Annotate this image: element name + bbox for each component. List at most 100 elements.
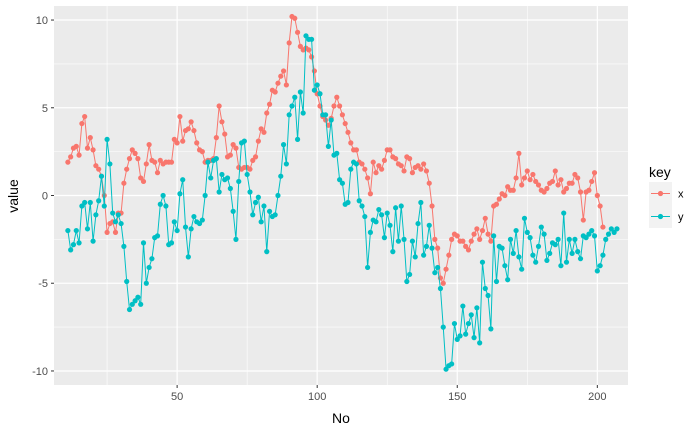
- data-point-x: [152, 159, 158, 165]
- data-point-x: [418, 166, 424, 172]
- data-point-x: [429, 203, 435, 209]
- data-point-y: [443, 366, 449, 372]
- data-point-y: [353, 161, 360, 167]
- data-point-x: [334, 94, 340, 100]
- legend-label: y: [678, 212, 684, 224]
- data-point-x: [370, 159, 376, 165]
- data-point-x: [362, 166, 368, 172]
- data-point-y: [244, 171, 250, 178]
- data-point-x: [367, 191, 374, 197]
- data-point-x: [297, 43, 303, 49]
- x-tick-label: 200: [588, 391, 606, 403]
- x-tick-label: 150: [448, 391, 466, 403]
- data-point-x: [138, 175, 144, 181]
- data-point-y: [569, 250, 575, 256]
- y-tick-label: 5: [42, 103, 48, 115]
- data-point-x: [311, 68, 317, 74]
- data-point-x: [477, 236, 483, 242]
- data-point-y: [594, 268, 600, 274]
- data-point-y: [558, 263, 564, 269]
- data-point-y: [502, 263, 508, 269]
- data-point-x: [93, 163, 99, 169]
- data-point-x: [449, 236, 455, 242]
- data-point-x: [513, 175, 519, 181]
- data-point-x: [379, 166, 385, 172]
- data-point-x: [342, 120, 348, 127]
- data-point-y: [516, 254, 522, 260]
- data-point-x: [76, 152, 82, 158]
- data-point-y: [328, 117, 334, 123]
- legend-item-y: y: [649, 205, 684, 228]
- data-point-y: [188, 226, 194, 232]
- data-point-x: [533, 178, 539, 185]
- data-point-y: [577, 256, 584, 262]
- data-point-x: [132, 150, 138, 156]
- data-point-x: [460, 238, 466, 244]
- data-point-x: [463, 243, 469, 249]
- y-tick-label: -10: [32, 366, 48, 378]
- data-point-y: [381, 235, 388, 241]
- data-point-y: [300, 110, 306, 116]
- data-point-y: [325, 143, 331, 149]
- data-point-y: [261, 203, 267, 209]
- data-point-x: [258, 126, 264, 132]
- data-point-y: [379, 212, 385, 218]
- data-point-y: [205, 159, 211, 165]
- data-point-y: [591, 233, 598, 239]
- data-point-y: [213, 156, 219, 162]
- data-point-x: [121, 180, 127, 186]
- data-point-y: [597, 263, 603, 269]
- data-point-y: [535, 243, 542, 249]
- data-point-x: [124, 166, 130, 172]
- data-point-x: [555, 182, 561, 188]
- data-point-y: [143, 280, 149, 286]
- data-point-x: [177, 113, 183, 120]
- data-point-x: [180, 138, 186, 144]
- data-point-y: [196, 220, 203, 227]
- data-point-y: [163, 203, 169, 209]
- data-point-x: [306, 47, 312, 53]
- data-point-y: [311, 87, 317, 93]
- data-point-x: [331, 103, 337, 109]
- data-point-y: [236, 178, 242, 185]
- data-point-y: [401, 236, 407, 242]
- data-point-x: [552, 168, 558, 174]
- data-point-x: [154, 170, 161, 176]
- data-point-x: [541, 189, 547, 195]
- data-point-y: [510, 250, 516, 256]
- data-point-y: [73, 227, 79, 234]
- data-point-y: [157, 201, 163, 207]
- data-point-y: [561, 210, 567, 216]
- data-point-x: [381, 157, 388, 164]
- data-point-x: [266, 101, 273, 107]
- series-y: [65, 33, 620, 372]
- data-point-x: [549, 178, 556, 185]
- data-point-y: [437, 285, 444, 292]
- data-point-x: [454, 233, 460, 239]
- data-point-x: [393, 156, 399, 162]
- data-point-y: [250, 212, 256, 218]
- data-point-y: [521, 215, 528, 221]
- data-point-y: [485, 292, 491, 299]
- data-point-y: [303, 33, 309, 39]
- data-point-x: [247, 166, 253, 172]
- data-point-x: [135, 156, 141, 162]
- data-point-y: [230, 208, 236, 214]
- data-point-x: [524, 168, 530, 174]
- data-point-x: [96, 166, 102, 172]
- data-point-x: [65, 159, 71, 165]
- data-point-y: [432, 270, 438, 276]
- data-point-y: [451, 320, 458, 327]
- data-point-x: [280, 68, 287, 74]
- data-point-x: [79, 120, 85, 127]
- data-point-y: [65, 227, 71, 234]
- data-point-y: [555, 236, 561, 242]
- data-point-y: [294, 136, 301, 142]
- x-tick-label: 100: [308, 391, 326, 403]
- legend-label: x: [678, 189, 684, 201]
- data-point-y: [255, 194, 261, 200]
- data-point-y: [507, 236, 514, 242]
- data-point-x: [387, 147, 393, 153]
- data-point-y: [219, 171, 225, 178]
- data-point-x: [443, 266, 449, 272]
